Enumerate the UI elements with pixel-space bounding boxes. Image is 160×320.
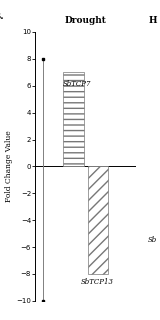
Bar — [88, 166, 108, 274]
Text: B.: B. — [0, 12, 4, 21]
Text: Sb: Sb — [148, 236, 157, 244]
Text: SbTCP13: SbTCP13 — [81, 278, 114, 286]
Bar — [63, 72, 84, 166]
Text: Drought: Drought — [65, 16, 107, 25]
Text: SbTCP7: SbTCP7 — [62, 80, 91, 88]
Y-axis label: Fold Change Value: Fold Change Value — [5, 131, 13, 202]
Text: H: H — [148, 16, 157, 25]
